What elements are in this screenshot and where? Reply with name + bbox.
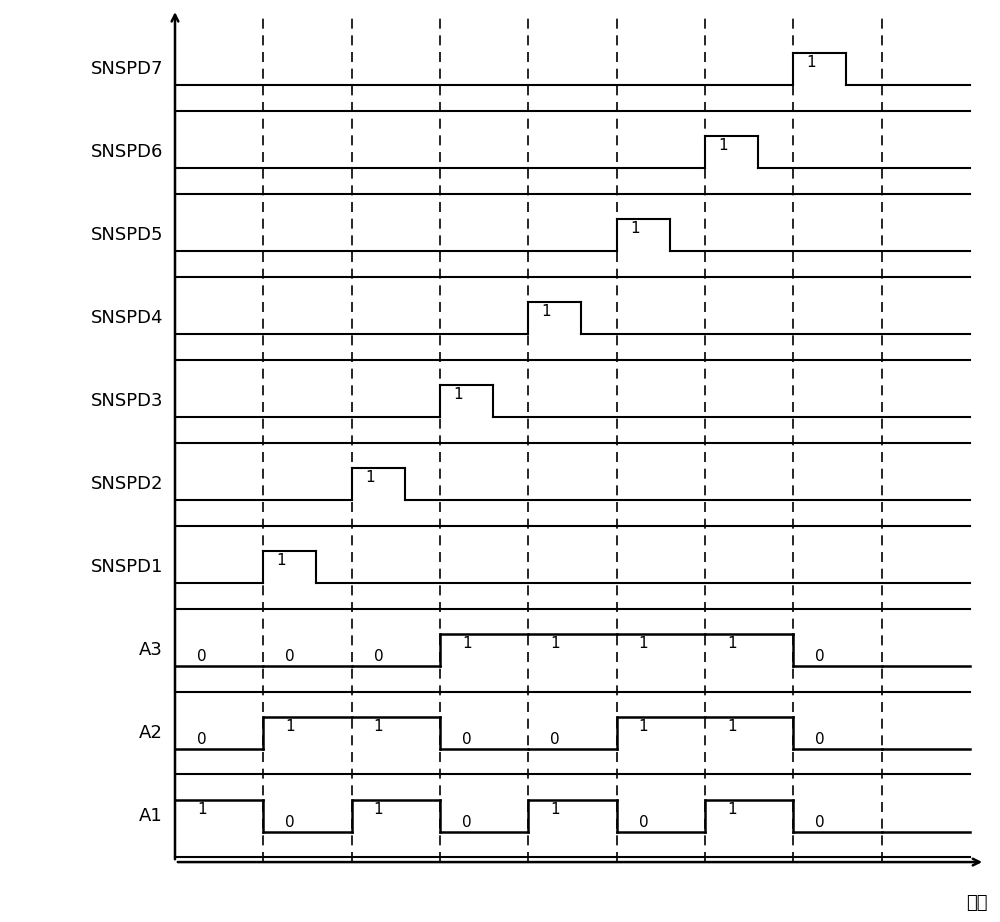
- Text: 0: 0: [815, 649, 825, 664]
- Text: 0: 0: [815, 815, 825, 830]
- Text: 1: 1: [727, 802, 737, 817]
- Text: 时间: 时间: [966, 894, 988, 913]
- Text: 1: 1: [542, 304, 551, 319]
- Text: SNSPD5: SNSPD5: [90, 226, 163, 244]
- Text: 1: 1: [727, 719, 737, 734]
- Text: 1: 1: [630, 221, 640, 236]
- Text: 0: 0: [197, 649, 207, 664]
- Text: 1: 1: [807, 55, 816, 70]
- Text: A3: A3: [139, 641, 163, 659]
- Text: 0: 0: [550, 732, 560, 747]
- Text: 0: 0: [197, 732, 207, 747]
- Text: 1: 1: [727, 636, 737, 651]
- Text: 0: 0: [815, 732, 825, 747]
- Text: 0: 0: [462, 815, 472, 830]
- Text: SNSPD7: SNSPD7: [90, 60, 163, 78]
- Text: 1: 1: [197, 802, 207, 817]
- Text: 1: 1: [639, 719, 648, 734]
- Text: 1: 1: [550, 636, 560, 651]
- Text: 1: 1: [365, 470, 375, 485]
- Text: 1: 1: [277, 553, 286, 568]
- Text: SNSPD6: SNSPD6: [91, 143, 163, 161]
- Text: 1: 1: [374, 719, 383, 734]
- Text: 1: 1: [453, 387, 463, 402]
- Text: 1: 1: [550, 802, 560, 817]
- Text: SNSPD3: SNSPD3: [90, 392, 163, 410]
- Text: 1: 1: [639, 636, 648, 651]
- Text: SNSPD1: SNSPD1: [91, 558, 163, 576]
- Text: 0: 0: [374, 649, 383, 664]
- Text: 0: 0: [462, 732, 472, 747]
- Text: 0: 0: [285, 649, 295, 664]
- Text: 0: 0: [639, 815, 648, 830]
- Text: 0: 0: [285, 815, 295, 830]
- Text: 1: 1: [374, 802, 383, 817]
- Text: SNSPD2: SNSPD2: [90, 475, 163, 493]
- Text: 1: 1: [462, 636, 472, 651]
- Text: 1: 1: [285, 719, 295, 734]
- Text: A2: A2: [139, 724, 163, 742]
- Text: SNSPD4: SNSPD4: [90, 309, 163, 327]
- Text: A1: A1: [139, 807, 163, 825]
- Text: 1: 1: [718, 138, 728, 153]
